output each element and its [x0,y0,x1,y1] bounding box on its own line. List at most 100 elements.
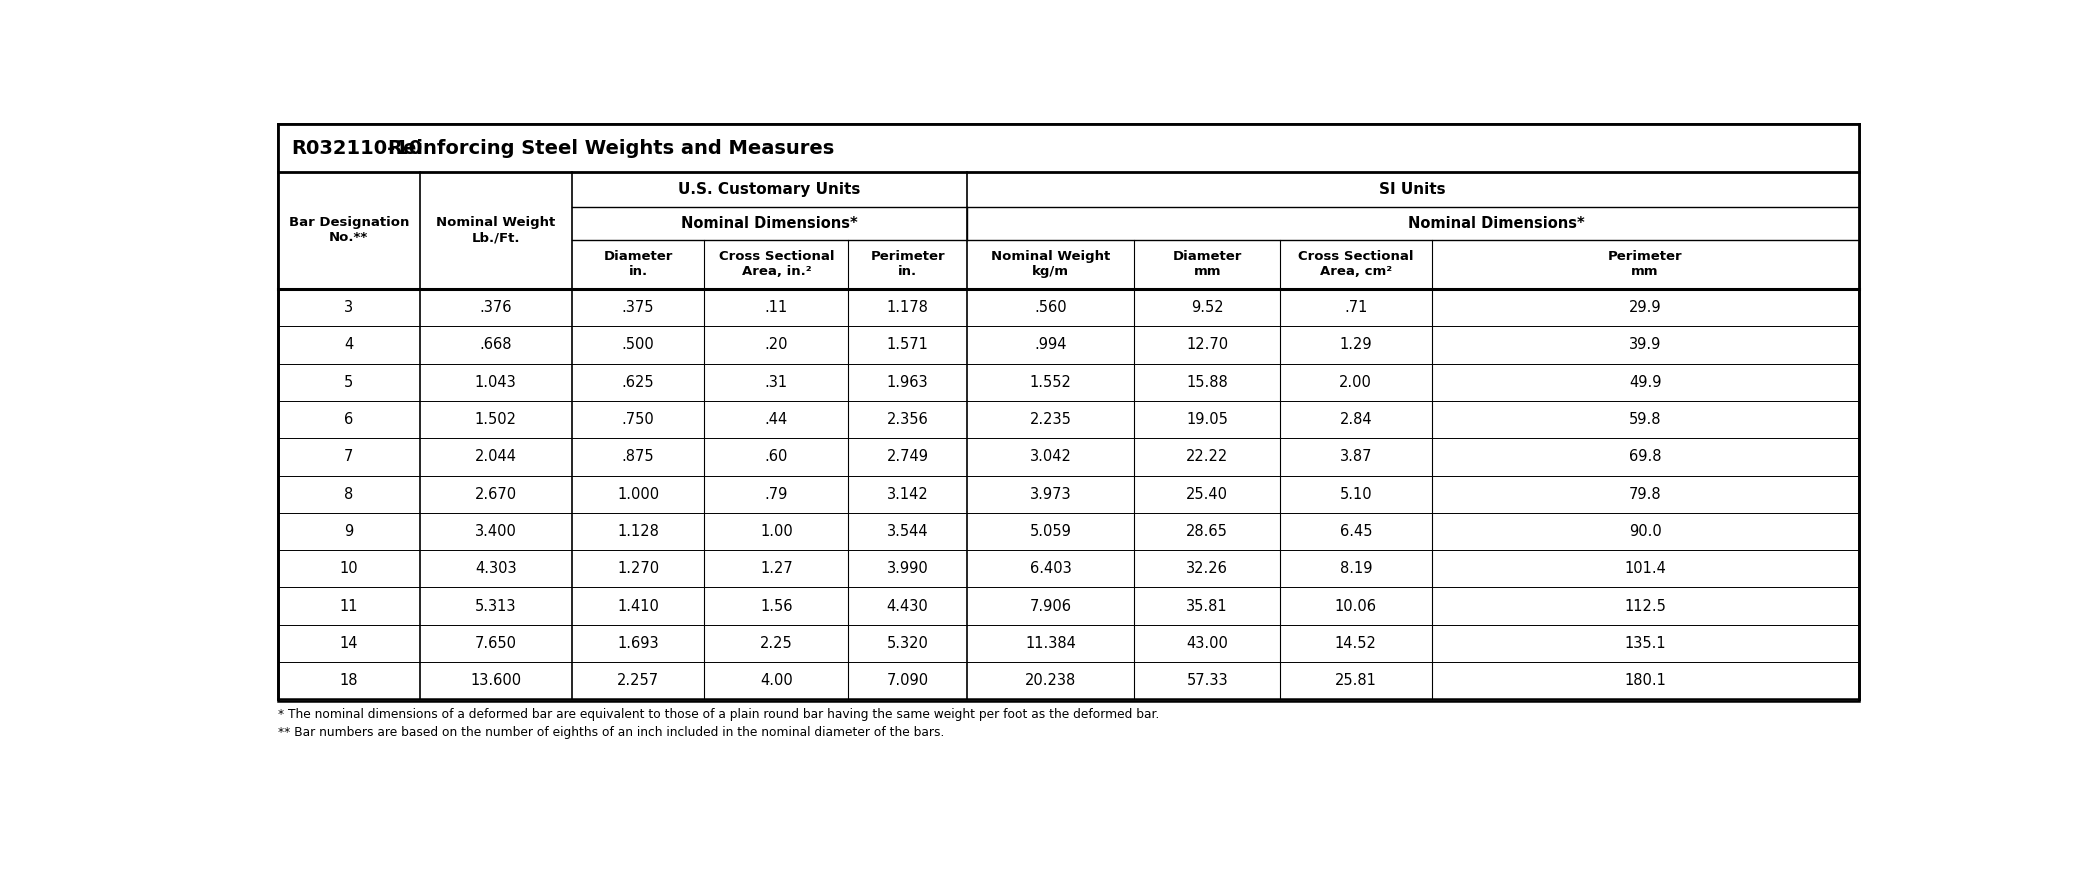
Text: 1.000: 1.000 [617,486,659,502]
Text: 8: 8 [344,486,354,502]
Text: R032110-10: R032110-10 [292,139,423,157]
Text: .750: .750 [621,412,654,427]
Text: 43.00: 43.00 [1186,636,1227,651]
Text: 18: 18 [340,673,358,688]
Text: 35.81: 35.81 [1186,599,1227,613]
Text: 180.1: 180.1 [1623,673,1665,688]
Text: 90.0: 90.0 [1630,524,1661,539]
Text: .668: .668 [479,337,513,352]
Text: 5.320: 5.320 [886,636,929,651]
Text: 1.043: 1.043 [475,375,517,390]
Text: 7.906: 7.906 [1029,599,1071,613]
Text: .79: .79 [765,486,788,502]
Text: 1.270: 1.270 [617,561,659,577]
Text: 79.8: 79.8 [1630,486,1661,502]
Text: .625: .625 [621,375,654,390]
Text: 112.5: 112.5 [1623,599,1665,613]
Text: 7.090: 7.090 [886,673,929,688]
Text: 1.963: 1.963 [888,375,927,390]
Text: 5.10: 5.10 [1340,486,1371,502]
Text: Nominal Dimensions*: Nominal Dimensions* [681,216,859,231]
Text: 11: 11 [340,599,358,613]
Text: Diameter
in.: Diameter in. [604,250,673,278]
Text: 4: 4 [344,337,354,352]
Text: 2.749: 2.749 [886,450,929,464]
Text: 8.19: 8.19 [1340,561,1371,577]
Text: 1.178: 1.178 [886,300,929,316]
Text: .71: .71 [1344,300,1367,316]
Text: 3.042: 3.042 [1029,450,1071,464]
Text: 3.990: 3.990 [886,561,929,577]
Text: 1.29: 1.29 [1340,337,1371,352]
Text: 32.26: 32.26 [1186,561,1227,577]
Text: .60: .60 [765,450,788,464]
Text: 10.06: 10.06 [1334,599,1378,613]
Text: 1.00: 1.00 [761,524,792,539]
Text: Reinforcing Steel Weights and Measures: Reinforcing Steel Weights and Measures [388,139,834,157]
Text: 69.8: 69.8 [1630,450,1661,464]
Text: 39.9: 39.9 [1630,337,1661,352]
Text: Cross Sectional
Area, cm²: Cross Sectional Area, cm² [1298,250,1413,278]
Text: .376: .376 [479,300,513,316]
Text: 9.52: 9.52 [1190,300,1223,316]
Text: 2.84: 2.84 [1340,412,1371,427]
Text: Cross Sectional
Area, in.²: Cross Sectional Area, in.² [719,250,834,278]
Bar [277,124,1859,172]
Text: 1.128: 1.128 [617,524,659,539]
Text: Perimeter
mm: Perimeter mm [1607,250,1682,278]
Text: 5.059: 5.059 [1029,524,1071,539]
Text: 1.27: 1.27 [761,561,792,577]
Text: 3: 3 [344,300,354,316]
Text: 2.044: 2.044 [475,450,517,464]
Text: 6.403: 6.403 [1029,561,1071,577]
Text: 12.70: 12.70 [1186,337,1227,352]
Text: ** Bar numbers are based on the number of eighths of an inch included in the nom: ** Bar numbers are based on the number o… [277,726,944,739]
Text: 2.257: 2.257 [617,673,659,688]
Text: Bar Designation
No.**: Bar Designation No.** [288,216,408,244]
Text: 29.9: 29.9 [1630,300,1661,316]
Text: 15.88: 15.88 [1186,375,1227,390]
Text: 2.356: 2.356 [886,412,929,427]
Text: 13.600: 13.600 [471,673,521,688]
Text: 135.1: 135.1 [1623,636,1665,651]
Text: 59.8: 59.8 [1630,412,1661,427]
Text: U.S. Customary Units: U.S. Customary Units [677,182,861,198]
Text: 5: 5 [344,375,354,390]
Text: 2.25: 2.25 [761,636,792,651]
Text: 10: 10 [340,561,358,577]
Text: Diameter
mm: Diameter mm [1173,250,1242,278]
Text: .44: .44 [765,412,788,427]
Text: 25.81: 25.81 [1336,673,1378,688]
Text: 25.40: 25.40 [1186,486,1227,502]
Text: 57.33: 57.33 [1186,673,1227,688]
Text: .375: .375 [621,300,654,316]
Text: Nominal Weight
Lb./Ft.: Nominal Weight Lb./Ft. [436,216,554,244]
Text: 7.650: 7.650 [475,636,517,651]
Text: Nominal Weight
kg/m: Nominal Weight kg/m [992,250,1111,278]
Text: 49.9: 49.9 [1630,375,1661,390]
Text: 6: 6 [344,412,354,427]
Bar [277,124,1859,701]
Text: 4.00: 4.00 [761,673,792,688]
Text: 9: 9 [344,524,354,539]
Text: 28.65: 28.65 [1186,524,1227,539]
Text: 1.410: 1.410 [617,599,659,613]
Text: 2.670: 2.670 [475,486,517,502]
Text: .31: .31 [765,375,788,390]
Text: SI Units: SI Units [1380,182,1446,198]
Text: .11: .11 [765,300,788,316]
Text: .875: .875 [621,450,654,464]
Text: 3.400: 3.400 [475,524,517,539]
Text: 1.571: 1.571 [886,337,929,352]
Bar [277,172,1859,289]
Text: 4.303: 4.303 [475,561,517,577]
Text: 11.384: 11.384 [1025,636,1075,651]
Text: .560: .560 [1034,300,1067,316]
Text: 1.56: 1.56 [761,599,792,613]
Text: .20: .20 [765,337,788,352]
Text: 2.235: 2.235 [1029,412,1071,427]
Text: 19.05: 19.05 [1186,412,1227,427]
Text: 3.87: 3.87 [1340,450,1371,464]
Text: 4.430: 4.430 [886,599,929,613]
Text: 5.313: 5.313 [475,599,517,613]
